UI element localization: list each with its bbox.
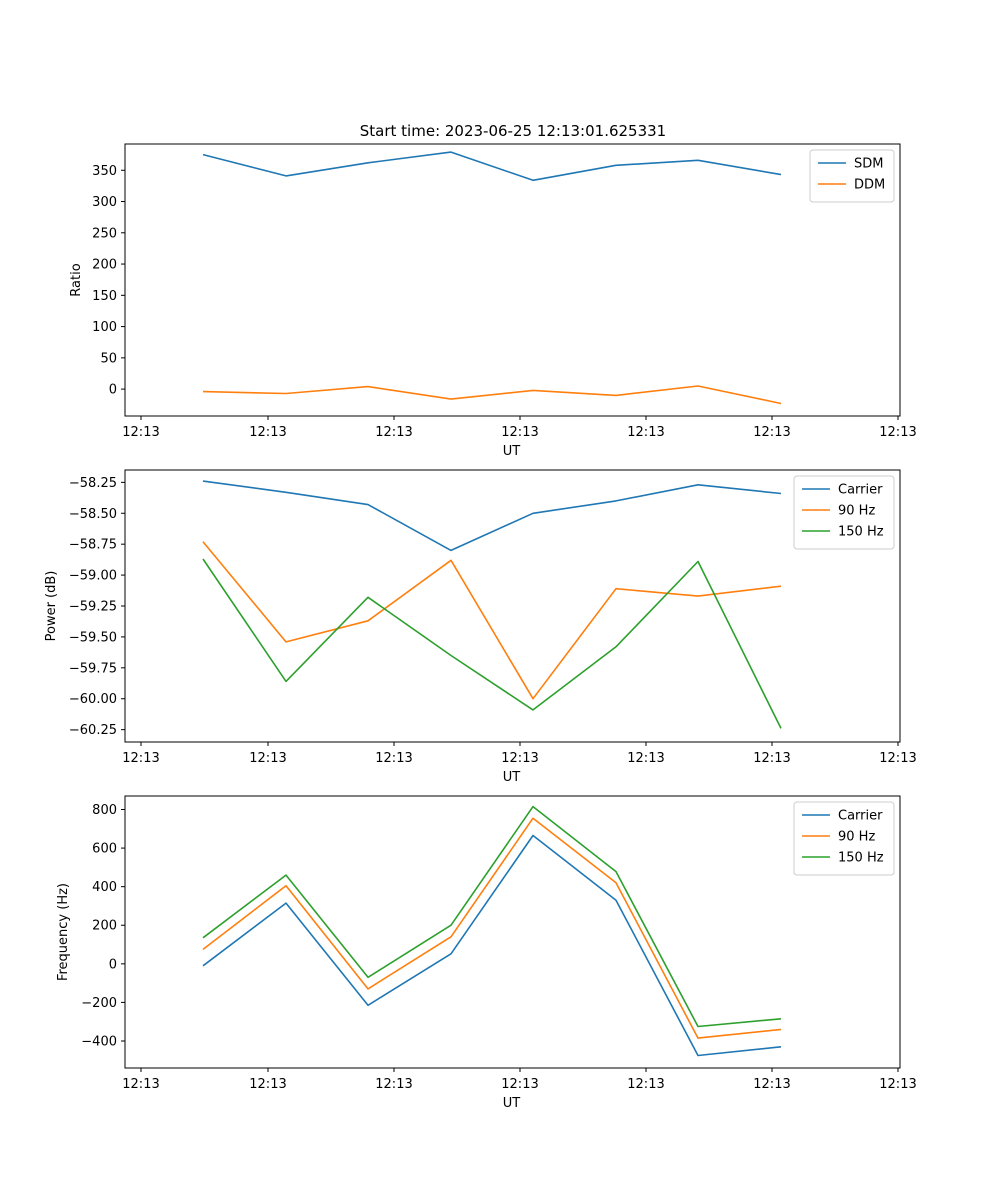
- y-tick-label: −200: [81, 996, 117, 1011]
- legend-label: 90 Hz: [838, 830, 875, 845]
- legend: Carrier 90 Hz 150 Hz: [793, 475, 895, 550]
- x-tick-label: 12:13: [753, 425, 790, 440]
- x-tick-label: 12:13: [122, 1077, 159, 1092]
- axes-frame: [124, 795, 901, 1069]
- legend-label: 150 Hz: [838, 525, 884, 540]
- legend-label: Carrier: [838, 809, 883, 824]
- series-line-carrier: [202, 480, 782, 552]
- panel-2: −58.25 −58.50 −58.75 −59.00 −59.25 −59.50 −59.…: [44, 469, 917, 785]
- x-tick-label: 12:13: [375, 425, 412, 440]
- x-tick-label: 12:13: [501, 1077, 538, 1092]
- y-tick-label: −59.00: [69, 569, 117, 584]
- x-tick-label: 12:13: [879, 425, 916, 440]
- panel-1: 350 300 250 200 150 100 50 0 12:13 12:13 12:13 12:1…: [69, 143, 917, 459]
- y-tick-label: −58.75: [69, 538, 117, 553]
- y-axis-label: Power (dB): [44, 571, 59, 642]
- x-tick-label: 12:13: [375, 751, 412, 766]
- legend-label: Carrier: [838, 483, 883, 498]
- x-tick-label: 12:13: [627, 425, 664, 440]
- x-tick-label: 12:13: [753, 1077, 790, 1092]
- x-tick-label: 12:13: [627, 1077, 664, 1092]
- series-line-ddm: [202, 385, 782, 405]
- x-tick-label: 12:13: [249, 751, 286, 766]
- x-tick-label: 12:13: [879, 751, 916, 766]
- legend: SDM DDM: [809, 149, 895, 203]
- x-axis-label: UT: [503, 1096, 521, 1111]
- y-tick-label: 800: [92, 803, 117, 818]
- x-tick-label: 12:13: [501, 425, 538, 440]
- figure-title: Start time: 2023-06-25 12:13:01.625331: [360, 122, 666, 140]
- y-tick-label: −59.25: [69, 600, 117, 615]
- x-tick-label: 12:13: [249, 425, 286, 440]
- series-line-90-hz: [202, 541, 782, 700]
- x-tick-label: 12:13: [627, 751, 664, 766]
- x-tick-label: 12:13: [122, 425, 159, 440]
- y-tick-label: −58.25: [69, 476, 117, 491]
- y-tick-label: 150: [92, 289, 117, 304]
- y-tick-label: −59.50: [69, 630, 117, 645]
- y-tick-label: −59.75: [69, 661, 117, 676]
- y-tick-label: −58.50: [69, 507, 117, 522]
- series-line-carrier: [202, 834, 782, 1057]
- axes-frame: [124, 469, 901, 743]
- y-tick-label: 400: [92, 880, 117, 895]
- series-line-150-hz: [202, 558, 782, 729]
- x-axis-label: UT: [503, 444, 521, 459]
- series-line-150-hz: [202, 805, 782, 1028]
- x-tick-label: 12:13: [122, 751, 159, 766]
- y-tick-label: 300: [92, 195, 117, 210]
- x-tick-label: 12:13: [249, 1077, 286, 1092]
- y-tick-label: 350: [92, 164, 117, 179]
- y-tick-label: 100: [92, 320, 117, 335]
- legend: Carrier 90 Hz 150 Hz: [793, 801, 895, 876]
- x-tick-label: 12:13: [501, 751, 538, 766]
- y-tick-label: −400: [81, 1034, 117, 1049]
- x-tick-label: 12:13: [879, 1077, 916, 1092]
- x-tick-label: 12:13: [753, 751, 790, 766]
- legend-label: SDM: [854, 157, 883, 172]
- y-tick-label: 600: [92, 842, 117, 857]
- y-tick-label: −60.00: [69, 692, 117, 707]
- y-tick-label: 0: [109, 957, 117, 972]
- x-tick-label: 12:13: [375, 1077, 412, 1092]
- legend-label: 150 Hz: [838, 851, 884, 866]
- y-tick-label: −60.25: [69, 723, 117, 738]
- series-line-90-hz: [202, 817, 782, 1039]
- legend-label: 90 Hz: [838, 504, 875, 519]
- panel-3: 800 600 400 200 0 −200 −400 12:13 12:13 12:13 12:1…: [56, 795, 917, 1111]
- x-axis-label: UT: [503, 770, 521, 785]
- y-axis-label: Ratio: [69, 263, 84, 296]
- y-tick-label: 250: [92, 226, 117, 241]
- y-tick-label: 0: [109, 383, 117, 398]
- legend-label: DDM: [854, 178, 885, 193]
- y-tick-label: 200: [92, 919, 117, 934]
- y-tick-label: 200: [92, 258, 117, 273]
- series-line-sdm: [202, 151, 782, 182]
- axes-frame: [124, 143, 901, 417]
- y-axis-label: Frequency (Hz): [56, 883, 71, 981]
- y-tick-label: 50: [100, 351, 117, 366]
